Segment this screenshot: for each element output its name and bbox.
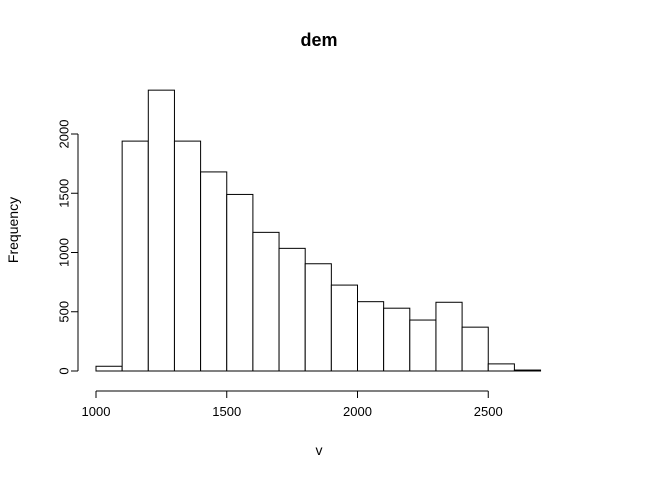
chart-title: dem xyxy=(300,30,337,50)
bar-2500-2600 xyxy=(487,363,515,372)
x-axis: 1000 1500 2000 2500 xyxy=(82,390,503,419)
y-tick-label-500: 500 xyxy=(57,301,72,323)
bar-1700-1800 xyxy=(278,247,306,372)
bar-2600-2700 xyxy=(513,369,542,372)
x-tick-label-1500: 1500 xyxy=(212,404,241,419)
bar-1900-2000 xyxy=(330,284,359,372)
bar-1400-1500 xyxy=(200,171,228,372)
y-tick-label-2000: 2000 xyxy=(57,120,72,149)
x-tick-label-1000: 1000 xyxy=(82,404,111,419)
bar-1300-1400 xyxy=(173,140,202,372)
bar-2200-2300 xyxy=(409,319,437,372)
bar-1500-1600 xyxy=(226,193,254,372)
bar-2100-2200 xyxy=(383,307,411,372)
bar-1000-1100 xyxy=(95,365,123,372)
bar-1100-1200 xyxy=(121,140,149,372)
bar-2400-2500 xyxy=(461,326,489,372)
y-axis-label: Frequency xyxy=(5,197,21,263)
y-tick-label-1000: 1000 xyxy=(57,238,72,267)
y-axis: 0 500 1000 1500 2000 xyxy=(57,120,79,375)
bar-2000-2100 xyxy=(357,301,385,372)
bar-1200-1300 xyxy=(147,89,175,372)
bar-1600-1700 xyxy=(252,231,280,372)
y-tick-label-1500: 1500 xyxy=(57,179,72,208)
y-tick-label-0: 0 xyxy=(57,367,72,374)
x-axis-label: v xyxy=(316,442,323,458)
bar-1800-1900 xyxy=(304,263,332,372)
bars xyxy=(95,89,542,372)
x-tick-label-2000: 2000 xyxy=(343,404,372,419)
x-tick-label-2500: 2500 xyxy=(474,404,503,419)
bar-2300-2400 xyxy=(435,301,463,372)
